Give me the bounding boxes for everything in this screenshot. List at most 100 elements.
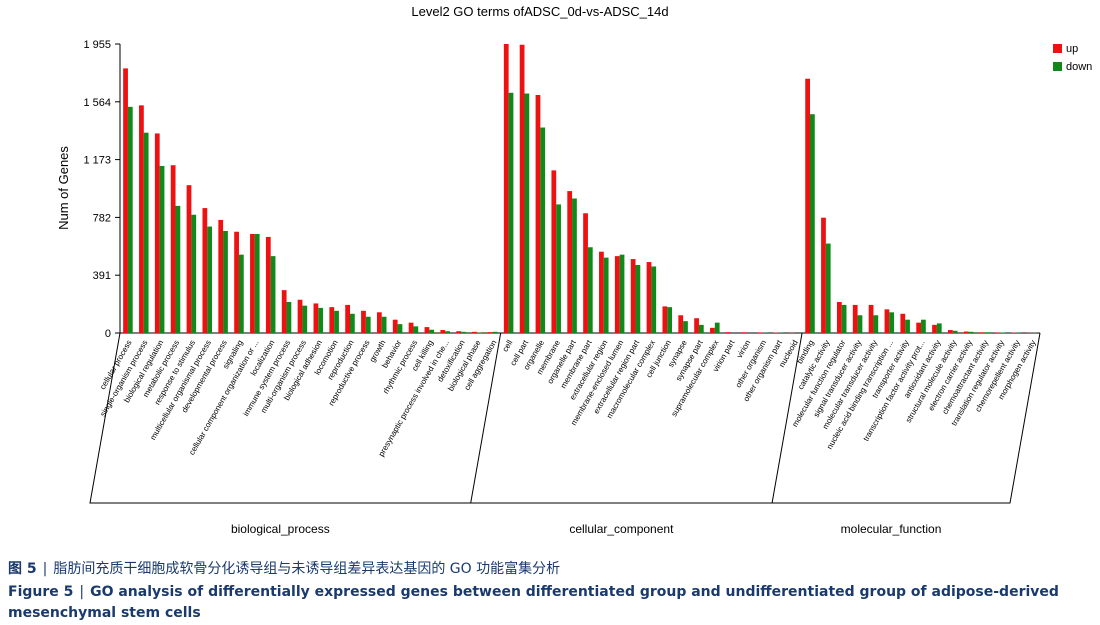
bar-down (381, 316, 387, 333)
bar-up (202, 208, 208, 333)
y-axis-label: Num of Genes (56, 146, 71, 230)
bar-down (223, 231, 228, 333)
bar-down (429, 329, 435, 333)
caption-en-label: Figure 5 (8, 584, 74, 600)
bar-up (408, 322, 414, 333)
bar-down (635, 265, 641, 333)
bar-down (651, 266, 657, 333)
bar-down (714, 322, 720, 333)
bar-down (984, 332, 990, 333)
bar-down (698, 324, 704, 333)
bar-up (852, 304, 858, 333)
bar-down (540, 127, 546, 334)
bar-down (810, 114, 815, 333)
bar-down (318, 307, 324, 333)
bar-down (143, 132, 149, 333)
chart-title: Level2 GO terms ofADSC_0d-vs-ADSC_14d (411, 4, 668, 19)
bar-up (456, 331, 462, 333)
bar-up (361, 310, 366, 333)
legend-label: down (1066, 61, 1092, 73)
caption-english: Figure 5 | GO analysis of differentially e… (8, 582, 1093, 624)
bar-up (488, 332, 493, 333)
legend-swatch (1053, 44, 1062, 53)
bar-down (905, 319, 910, 333)
bar-down (619, 254, 625, 333)
bar-up (567, 191, 573, 333)
bar-up (345, 304, 350, 333)
bar-up (646, 262, 652, 333)
bar-down (873, 315, 879, 333)
bar-up (440, 330, 446, 333)
bar-up (297, 299, 303, 333)
caption-zh-text: 脂肪间充质干细胞成软骨分化诱导组与未诱导组差异表达基因的 GO 功能富集分析 (53, 561, 561, 577)
bar-up (757, 332, 763, 333)
y-tick-label: 391 (93, 270, 111, 282)
bar-down (667, 307, 672, 333)
bar-up (376, 312, 382, 333)
legend-label: up (1066, 43, 1078, 55)
bar-down (825, 243, 831, 333)
bar-down (556, 204, 561, 333)
caption-en-text: GO analysis of differentially expressed … (8, 584, 1059, 621)
bar-down (936, 323, 942, 333)
bar-down (476, 332, 482, 333)
legend-swatch (1053, 62, 1062, 71)
bar-down (857, 315, 863, 333)
caption-zh-label: 图 5 (8, 561, 37, 577)
legend: up down (1053, 43, 1092, 73)
bar-down (254, 233, 260, 333)
caption-zh-separator: | (42, 561, 48, 577)
bar-up (392, 319, 398, 333)
bar-up (916, 322, 922, 333)
bar-down (461, 331, 466, 333)
bar-up (694, 318, 699, 333)
caption-chinese: 图 5 | 脂肪间充质干细胞成软骨分化诱导组与未诱导组差异表达基因的 GO 功能富集… (8, 558, 560, 578)
bar-down (968, 331, 974, 333)
bars (123, 44, 1037, 334)
x-tick-label: cell (501, 338, 515, 353)
caption-en-separator: | (79, 584, 85, 600)
bar-up (170, 165, 176, 333)
bar-down (572, 198, 577, 333)
bar-up (139, 105, 144, 333)
bar-down (603, 257, 609, 333)
bar-up (662, 306, 668, 333)
bar-down (683, 321, 688, 333)
bar-up (900, 313, 906, 333)
bar-up (884, 309, 890, 333)
group-label: cellular_component (569, 522, 674, 536)
bar-down (350, 313, 355, 333)
bar-down (889, 312, 895, 333)
group-labels: biological_process cellular_component mole… (231, 522, 941, 536)
bar-down (286, 301, 292, 333)
bar-down (921, 319, 926, 333)
group-label: molecular_function (841, 522, 942, 536)
bar-up (805, 78, 810, 333)
bar-up (123, 68, 128, 334)
bar-up (948, 330, 953, 333)
bar-down (334, 310, 339, 333)
bar-up (836, 301, 842, 333)
bar-down (270, 256, 276, 333)
y-tick-label: 1 955 (83, 39, 111, 51)
bar-up (551, 170, 557, 333)
bar-up (710, 327, 715, 333)
bar-up (630, 259, 636, 333)
bar-up (503, 44, 509, 333)
y-axis-ticks: 0 391 782 1 173 1 564 1 955 (83, 39, 120, 340)
bar-up (868, 304, 874, 333)
axis-floor (89, 332, 1041, 504)
bar-down (127, 106, 133, 334)
bar-down (159, 165, 165, 333)
bar-down (207, 226, 212, 333)
bar-up (218, 219, 224, 333)
bar-up (979, 332, 985, 333)
bar-down (445, 331, 450, 333)
y-tick-label: 0 (105, 328, 111, 340)
bar-up (741, 332, 747, 333)
bar-up (265, 236, 271, 333)
bar-up (154, 133, 160, 333)
bar-up (932, 324, 937, 333)
bar-up (678, 315, 684, 333)
axes (89, 44, 1041, 504)
